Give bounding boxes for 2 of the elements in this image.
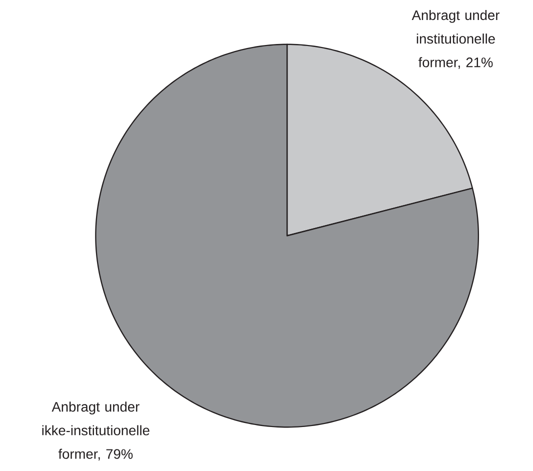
slice-label: Anbragt under institutionelle former, 21%	[412, 10, 500, 70]
slice-label: Anbragt under ikke-institutionelle former, 79%	[42, 402, 150, 461]
